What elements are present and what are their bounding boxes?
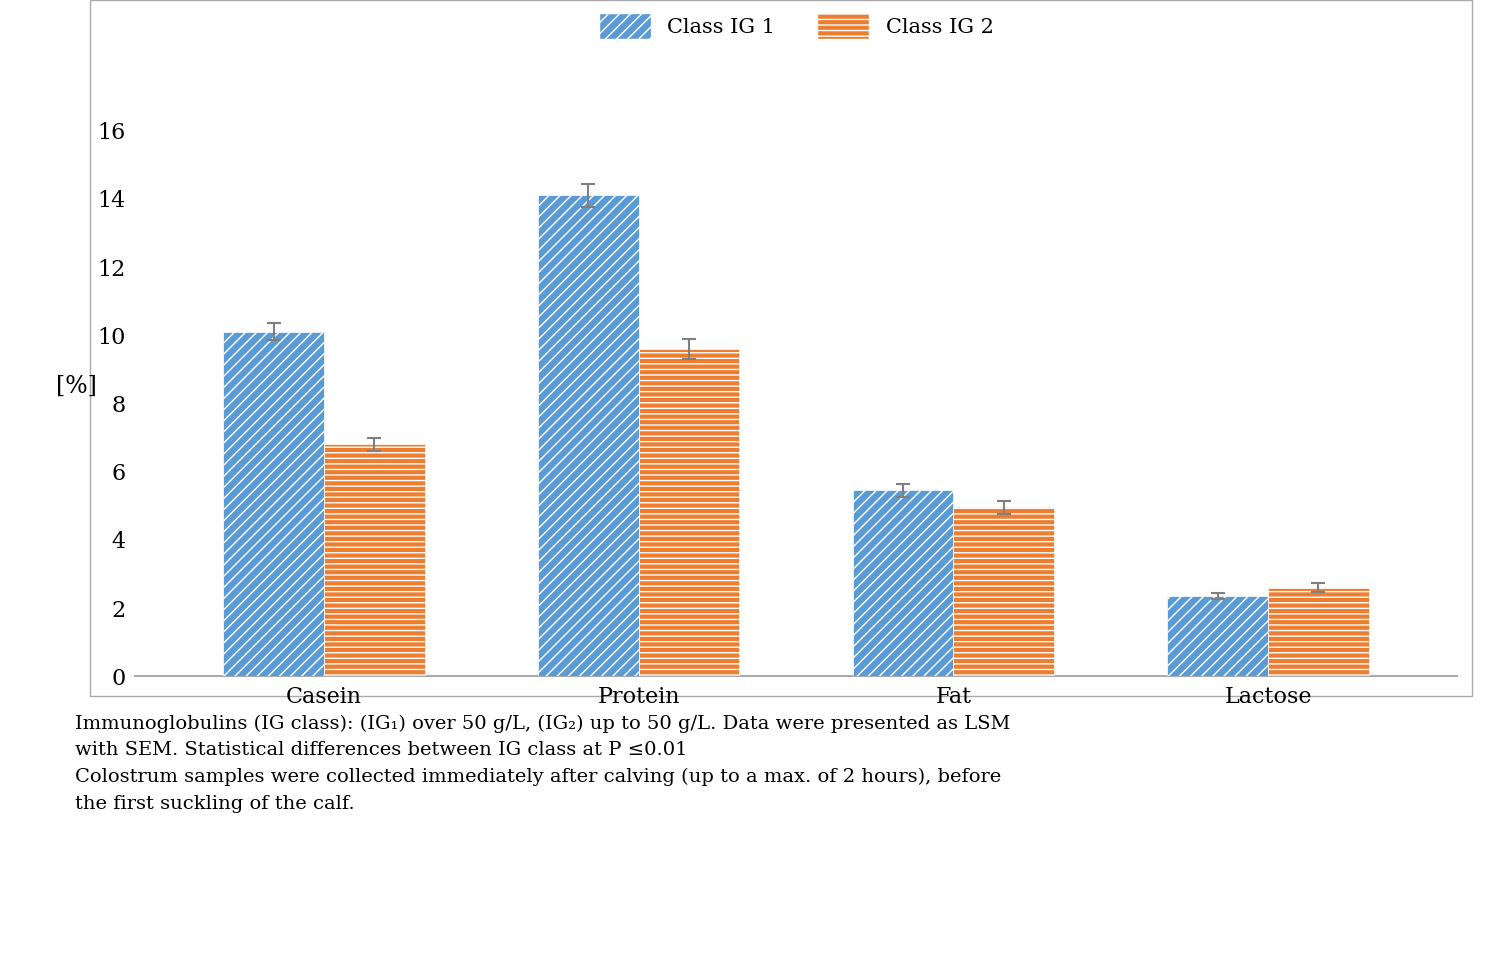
Bar (1268, 587, 1368, 676)
Bar (638, 349, 739, 676)
Text: Immunoglobulins (IG class): (IG₁) over 50 g/L, (IG₂) up to 50 g/L. Data were pre: Immunoglobulins (IG class): (IG₁) over 5… (75, 715, 1011, 812)
Bar (954, 507, 1054, 676)
Bar (224, 332, 324, 676)
Bar (538, 195, 638, 676)
Bar (324, 444, 425, 676)
Legend: Class IG 1, Class IG 2: Class IG 1, Class IG 2 (589, 3, 1003, 49)
Y-axis label: [%]: [%] (56, 375, 96, 398)
Bar (853, 491, 954, 676)
Bar (1167, 596, 1268, 676)
